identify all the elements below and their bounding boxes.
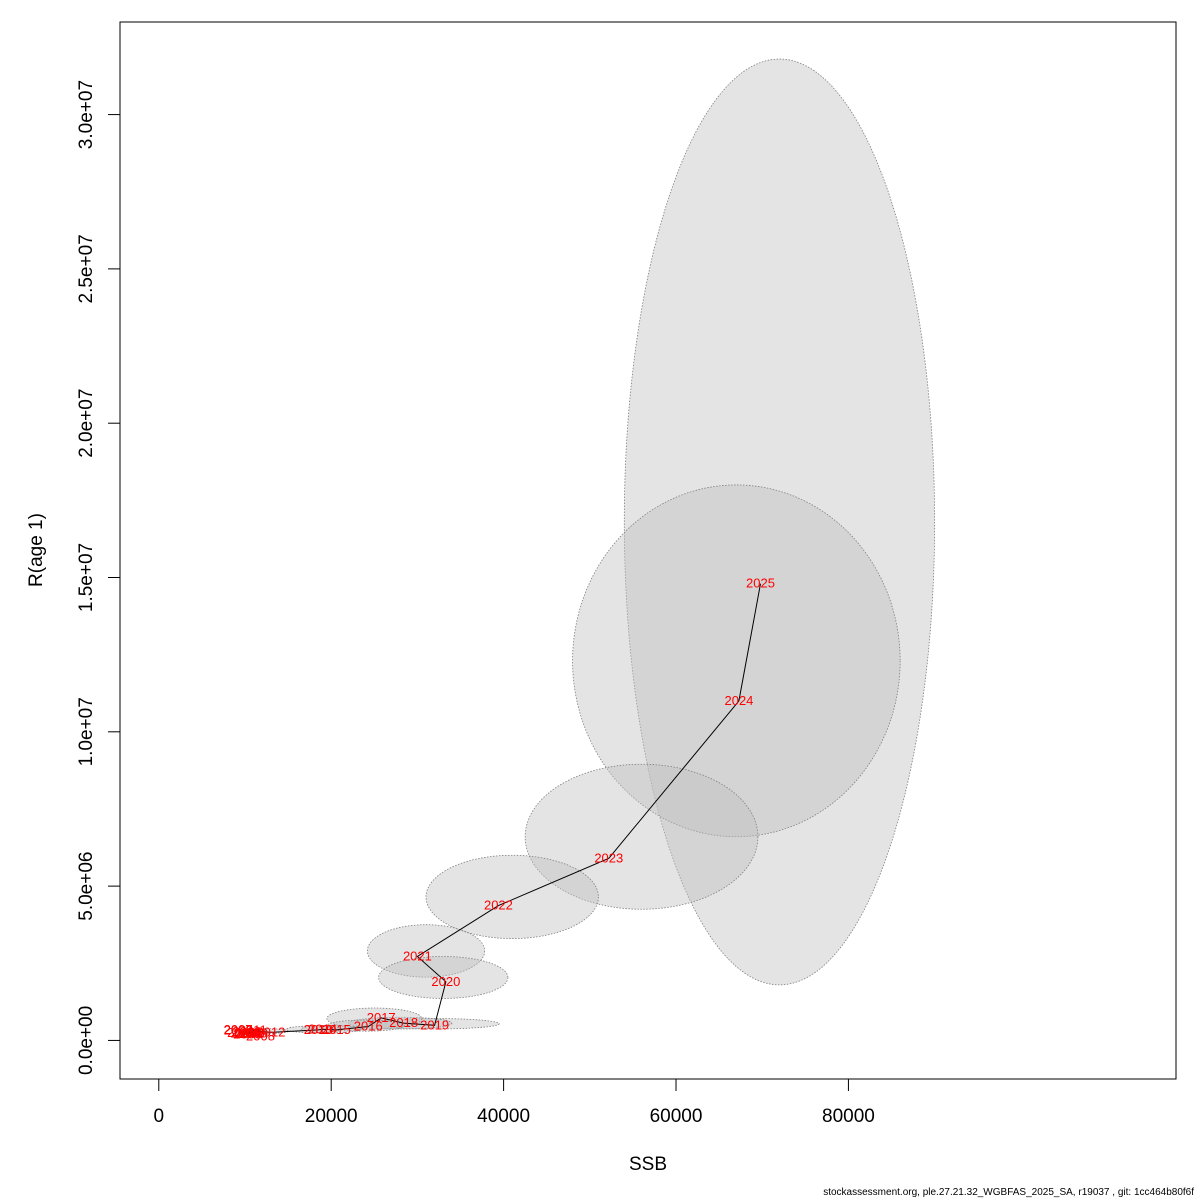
confidence-ellipse-2020: [378, 956, 509, 999]
year-label-2011: 2011: [239, 1023, 267, 1038]
y-tick-label: 2.5e+07: [76, 234, 97, 303]
y-tick-label: 5.0e+06: [76, 852, 97, 921]
year-label-2021: 2021: [403, 948, 432, 963]
year-label-2014: 2014: [308, 1021, 337, 1036]
x-axis: 0 20000 40000 60000 80000: [154, 1078, 875, 1127]
year-label-2018: 2018: [389, 1015, 418, 1030]
year-label-2004: 2004: [231, 1026, 260, 1041]
year-labels: 2002200320042005200620072008200920102011…: [224, 576, 775, 1044]
year-label-2009: 2009: [239, 1026, 268, 1041]
year-label-2006: 2006: [236, 1026, 265, 1041]
y-axis: 0.0e+00 5.0e+06 1.0e+07 1.5e+07 2.0e+07 2.5e+…: [76, 80, 121, 1075]
year-label-2019: 2019: [420, 1017, 449, 1032]
year-label-2002: 2002: [224, 1023, 253, 1038]
year-label-2017: 2017: [367, 1010, 396, 1025]
year-label-2020: 2020: [431, 974, 460, 989]
year-label-2024: 2024: [724, 693, 753, 708]
confidence-ellipse-2025: [623, 58, 936, 986]
year-label-2023: 2023: [594, 850, 623, 865]
x-tick-label: 20000: [305, 1106, 358, 1127]
x-tick-label: 40000: [477, 1106, 530, 1127]
y-tick-label: 1.0e+07: [76, 697, 97, 766]
year-label-2015: 2015: [322, 1022, 351, 1037]
confidence-ellipse-2015: [300, 1024, 362, 1034]
y-tick-label: 1.5e+07: [76, 543, 97, 612]
year-label-2008: 2008: [246, 1029, 275, 1044]
x-axis-title: SSB: [629, 1154, 667, 1175]
year-label-2022: 2022: [484, 898, 513, 913]
confidence-ellipse-2022: [425, 854, 599, 939]
year-label-2010: 2010: [232, 1024, 261, 1039]
y-tick-label: 0.0e+00: [76, 1006, 97, 1075]
x-tick-label: 0: [154, 1106, 165, 1127]
year-label-2003: 2003: [227, 1025, 256, 1040]
confidence-ellipse-2017: [326, 1007, 423, 1030]
y-tick-label: 3.0e+07: [76, 80, 97, 149]
year-label-2013: 2013: [304, 1022, 333, 1037]
confidence-ellipses: [233, 58, 936, 1035]
x-tick-label: 60000: [650, 1106, 703, 1127]
x-tick-label: 80000: [822, 1106, 875, 1127]
confidence-ellipse-2024: [572, 484, 901, 838]
y-axis-title: R(age 1): [26, 513, 47, 587]
sr-trajectory-line: [237, 583, 761, 1038]
year-label-2025: 2025: [746, 576, 775, 591]
footer-credit: stockassessment.org, ple.27.21.32_WGBFAS…: [823, 1187, 1194, 1198]
y-tick-label: 2.0e+07: [76, 389, 97, 458]
year-label-2016: 2016: [354, 1019, 383, 1034]
year-label-2012: 2012: [256, 1024, 285, 1039]
year-label-2007: 2007: [224, 1022, 253, 1037]
year-label-2005: 2005: [233, 1026, 262, 1041]
